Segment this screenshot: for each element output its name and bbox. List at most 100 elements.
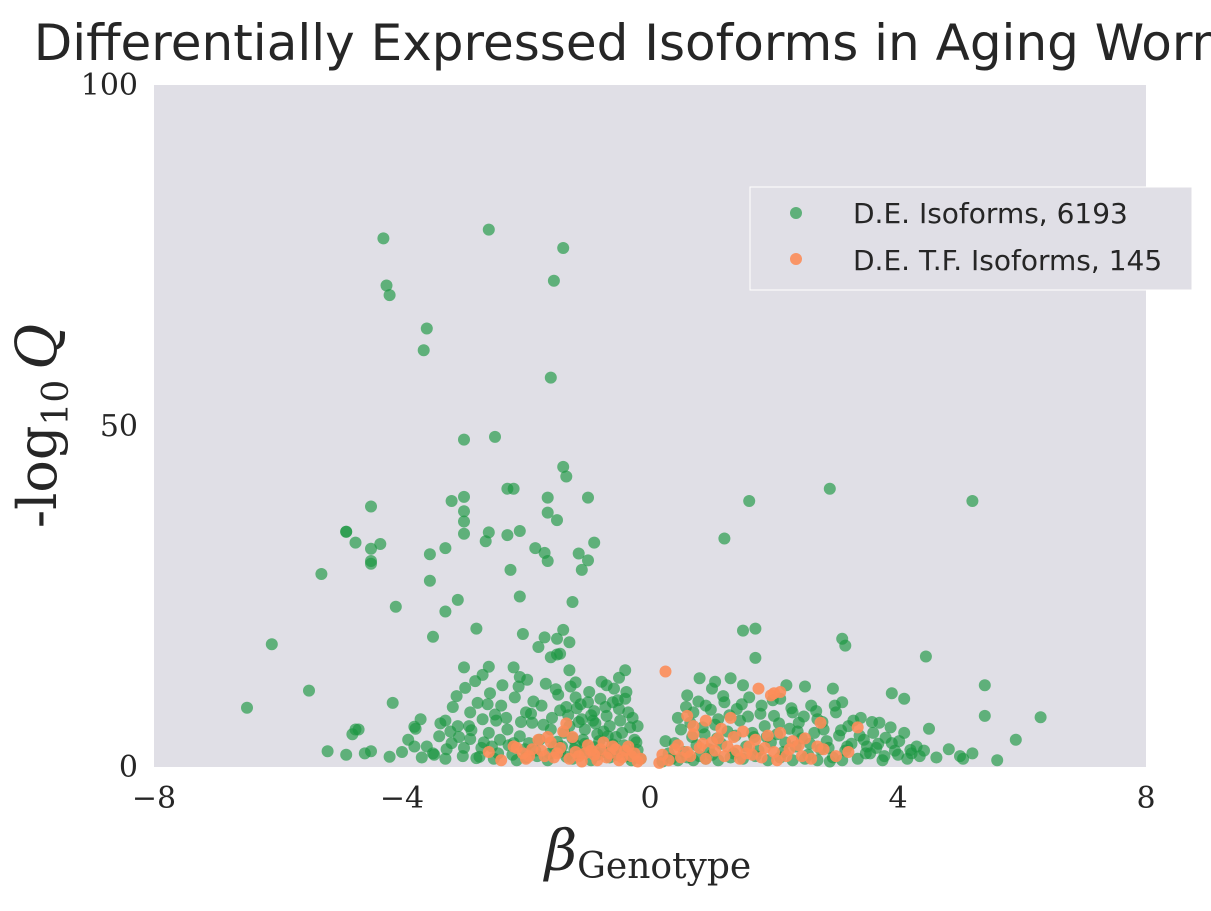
- data-point: [783, 743, 796, 756]
- data-point: [591, 754, 604, 767]
- data-point: [611, 694, 624, 707]
- data-point: [551, 632, 563, 645]
- data-point: [675, 751, 687, 764]
- x-tick-label: −4: [380, 781, 424, 816]
- data-point: [526, 716, 539, 729]
- data-point: [737, 624, 749, 637]
- data-point: [600, 709, 613, 722]
- data-point: [718, 532, 731, 545]
- data-point: [699, 752, 712, 765]
- data-point: [830, 750, 842, 763]
- data-point: [521, 673, 534, 686]
- data-point: [481, 698, 494, 711]
- data-point: [564, 680, 577, 693]
- data-point: [859, 747, 872, 760]
- data-point: [365, 542, 377, 555]
- data-point: [551, 514, 563, 527]
- data-point: [978, 709, 991, 722]
- data-point: [423, 574, 436, 587]
- data-point: [805, 752, 818, 765]
- legend-label-de-isoforms: D.E. Isoforms, 6193: [853, 197, 1128, 230]
- data-point: [513, 590, 526, 603]
- data-point: [692, 695, 705, 708]
- data-point: [978, 679, 991, 692]
- data-point: [828, 699, 841, 712]
- data-point: [446, 701, 459, 713]
- data-point: [541, 506, 554, 519]
- data-point: [572, 547, 585, 560]
- data-point: [482, 660, 495, 673]
- data-point: [463, 720, 475, 733]
- data-point: [386, 696, 399, 709]
- data-point: [991, 754, 1004, 767]
- data-point: [358, 747, 371, 760]
- data-point: [888, 744, 901, 757]
- data-point: [551, 648, 563, 661]
- data-point: [619, 664, 632, 677]
- data-point: [489, 430, 501, 443]
- data-point: [450, 690, 463, 703]
- data-point: [671, 739, 684, 752]
- data-point: [470, 622, 483, 635]
- data-point: [482, 746, 495, 758]
- data-point: [516, 747, 529, 760]
- data-point: [620, 686, 633, 698]
- data-point: [957, 752, 970, 765]
- data-point: [797, 710, 810, 723]
- data-point: [737, 679, 749, 692]
- data-point: [396, 746, 408, 758]
- data-point: [675, 723, 687, 736]
- x-axis-ticks: −8 −4 0 4 8: [132, 781, 1156, 816]
- data-point: [241, 701, 253, 714]
- data-point: [743, 495, 756, 507]
- data-point: [754, 707, 767, 720]
- data-point: [439, 542, 452, 555]
- data-point: [795, 750, 808, 763]
- data-point: [541, 491, 554, 504]
- y-tick-label: 0: [119, 750, 138, 785]
- data-point: [563, 664, 576, 677]
- data-point: [680, 701, 692, 713]
- data-point: [535, 744, 548, 757]
- data-point: [380, 279, 393, 292]
- data-point: [547, 751, 560, 764]
- data-point: [918, 744, 930, 757]
- data-point: [755, 751, 768, 764]
- data-point: [374, 538, 387, 550]
- data-point: [501, 529, 514, 542]
- data-point: [659, 735, 672, 748]
- data-point: [433, 730, 446, 743]
- data-point: [718, 750, 731, 763]
- data-point: [444, 725, 457, 738]
- data-point: [515, 716, 527, 728]
- series-de-isoforms: [241, 223, 1047, 768]
- data-point: [352, 723, 365, 736]
- data-point: [469, 675, 482, 688]
- data-point: [445, 495, 458, 507]
- data-point: [473, 750, 486, 763]
- data-point: [479, 535, 492, 548]
- data-point: [721, 740, 734, 753]
- data-point: [893, 735, 906, 748]
- data-point: [557, 242, 570, 254]
- data-point: [340, 748, 353, 761]
- data-point: [504, 563, 517, 576]
- data-point: [814, 716, 827, 729]
- data-point: [417, 344, 430, 357]
- data-point: [768, 687, 780, 700]
- data-point: [303, 684, 315, 697]
- data-point: [823, 482, 836, 495]
- data-point: [724, 711, 737, 724]
- data-point: [706, 682, 718, 695]
- data-point: [684, 750, 697, 763]
- data-point: [878, 750, 891, 763]
- y-axis-ticks: 0 50 100: [81, 68, 138, 785]
- data-point: [942, 743, 955, 756]
- data-point: [758, 741, 771, 754]
- data-point: [588, 536, 601, 549]
- data-point: [464, 733, 477, 745]
- data-point: [459, 681, 472, 694]
- data-point: [585, 709, 598, 722]
- data-point: [696, 737, 709, 750]
